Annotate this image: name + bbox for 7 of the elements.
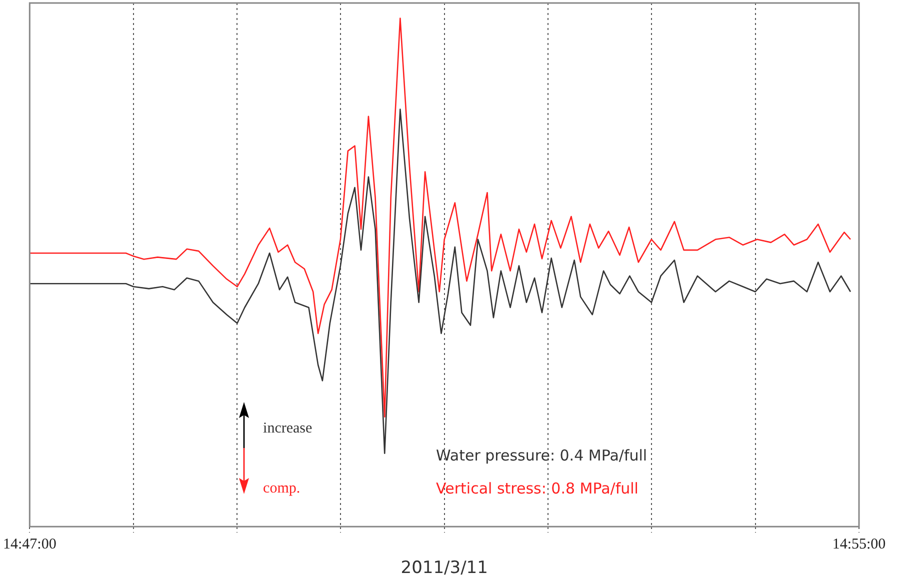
annotation: increase <box>263 420 313 437</box>
annotation: comp. <box>263 480 300 497</box>
text: Water pressure: 0.4 MPa/full <box>436 446 648 464</box>
x-tick-label: 14:55:00 <box>832 536 886 553</box>
text: Vertical stress: 0.8 MPa/full <box>436 479 638 498</box>
x-tick-label: 14:47:00 <box>2 536 56 553</box>
x-axis-title: 2011/3/11 <box>400 558 488 578</box>
